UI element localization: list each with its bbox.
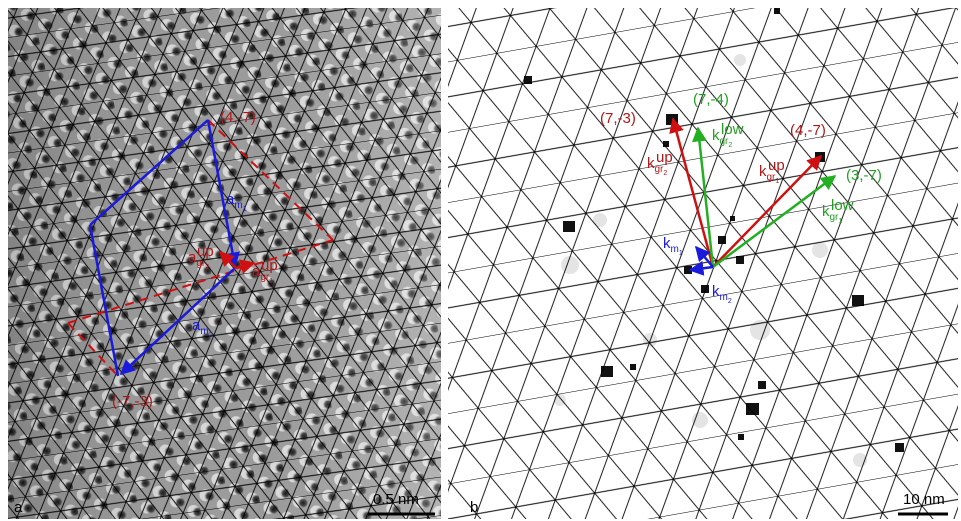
vector-index: 1 <box>269 278 273 285</box>
vector-subscript: m <box>671 244 679 255</box>
vector-subscript: m <box>234 200 242 211</box>
vector-index: 2 <box>728 298 732 305</box>
vector-index: 2 <box>205 264 209 271</box>
vector-subscript: m <box>200 326 208 337</box>
figure: a0.5 nm(4,-7)(-7,-3)am1agr2upagr1upam2b1… <box>0 0 961 521</box>
lattice-point-label: (4,-7) <box>220 109 256 126</box>
panel-a <box>8 8 441 519</box>
vector-index: 2 <box>209 332 213 339</box>
lattice-grid <box>8 8 441 519</box>
vector-superscript: up <box>768 157 785 174</box>
lattice-point-label: (7,-4) <box>693 91 729 108</box>
panel-letter: b <box>470 499 478 516</box>
lattice-point-label: (3,-7) <box>846 167 882 184</box>
vector-index: 1 <box>679 250 683 257</box>
lattice-point-label: (-7,-3) <box>112 393 153 410</box>
scale-label: 0.5 nm <box>373 491 419 508</box>
scale-label: 10 nm <box>903 491 945 508</box>
vector-index: 1 <box>838 218 842 225</box>
vector-superscript: low <box>831 197 854 214</box>
vector-index: 2 <box>728 142 732 149</box>
vector-index: 1 <box>775 178 779 185</box>
lattice-point-label: (4,-7) <box>790 122 826 139</box>
vector-index: 1 <box>243 206 247 213</box>
vector-subscript: m <box>720 292 728 303</box>
vector-superscript: up <box>197 243 214 260</box>
panel-b <box>448 8 958 519</box>
vector-superscript: up <box>261 257 278 274</box>
vector-superscript: up <box>656 149 673 166</box>
lattice-point-label: (7,-3) <box>600 110 636 127</box>
vector-index: 2 <box>663 170 667 177</box>
lattice-grid <box>448 8 958 519</box>
panel-letter: a <box>14 499 23 516</box>
vector-superscript: low <box>721 121 744 138</box>
